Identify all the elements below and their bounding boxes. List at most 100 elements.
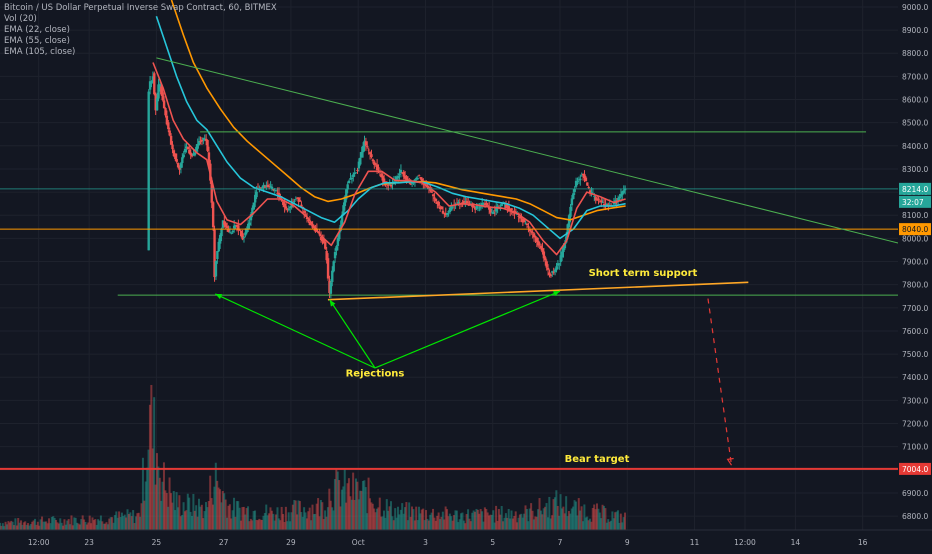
volume-bar — [354, 478, 357, 530]
volume-bar — [27, 523, 30, 530]
volume-bar — [611, 511, 614, 530]
volume-bar — [46, 523, 49, 530]
volume-bar — [409, 516, 412, 530]
short-term-support-line[interactable] — [327, 281, 749, 301]
volume-bar — [581, 521, 584, 530]
volume-bar — [189, 511, 192, 530]
candle-body — [303, 211, 306, 213]
candle-body — [352, 174, 355, 178]
candle-body — [165, 115, 169, 125]
candle-body — [223, 221, 226, 225]
candle-body — [245, 229, 248, 233]
countdown-tag[interactable]: 32:07 — [902, 198, 924, 207]
volume-bar — [188, 497, 191, 530]
candle-body — [331, 270, 334, 282]
volume-bar — [262, 515, 265, 530]
volume-bar — [359, 490, 362, 530]
volume-bar — [6, 524, 9, 530]
volume-bar — [50, 516, 53, 530]
candle-body — [307, 219, 310, 221]
volume-bar — [272, 513, 275, 530]
candle-body — [354, 172, 358, 174]
volume-bar — [4, 521, 7, 530]
candle-body — [263, 186, 267, 188]
candle-body — [364, 141, 368, 146]
volume-bar — [560, 508, 563, 530]
volume-bar — [185, 510, 188, 530]
volume-bar — [378, 497, 381, 530]
candle-body — [287, 208, 291, 210]
volume-bar — [228, 504, 231, 530]
volume-bar — [472, 510, 475, 530]
candle-body — [228, 231, 232, 233]
rejection-pointer-line[interactable] — [214, 293, 376, 369]
volume-bar — [8, 522, 11, 530]
candle-body — [269, 185, 272, 187]
volume-bar — [336, 471, 339, 530]
candle-body — [479, 206, 483, 208]
volume-bar — [132, 510, 135, 530]
volume-bar — [576, 515, 579, 530]
volume-bar — [28, 525, 31, 530]
volume-bar — [392, 520, 395, 530]
volume-bar — [95, 524, 98, 530]
volume-bar — [448, 513, 451, 530]
volume-bar — [567, 511, 570, 530]
volume-bar — [162, 462, 165, 530]
volume-bar — [447, 516, 450, 530]
candle-body — [164, 108, 167, 116]
descending-trendline[interactable] — [156, 57, 899, 244]
last-price-tag[interactable]: 8214.0 — [902, 185, 928, 194]
volume-bar — [440, 516, 443, 530]
level-8040-tag[interactable]: 8040.0 — [902, 225, 928, 234]
volume-bar — [233, 497, 236, 530]
legend-ema-55[interactable]: EMA (55, close) — [4, 36, 70, 46]
candle-body — [566, 224, 569, 237]
legend-symbol[interactable]: Bitcoin / US Dollar Perpetual Inverse Sw… — [4, 3, 277, 13]
rejection-pointer-line[interactable] — [329, 299, 376, 369]
candle-body — [221, 220, 225, 228]
volume-bar — [556, 505, 559, 530]
volume-bar — [499, 514, 502, 530]
time-axis-tick-label: 3 — [423, 538, 428, 547]
candle-body — [154, 94, 157, 111]
bear-target-label[interactable]: Bear target — [565, 454, 630, 465]
bear-target-arrow[interactable] — [707, 298, 733, 466]
ema-22-line[interactable] — [152, 62, 626, 256]
candle-body — [368, 152, 372, 155]
short-term-support-label[interactable]: Short term support — [589, 268, 698, 279]
legend-volume[interactable]: Vol (20) — [4, 14, 37, 24]
volume-bar — [394, 508, 397, 530]
legend-ema-22[interactable]: EMA (22, close) — [4, 25, 70, 35]
time-axis-tick-label: Oct — [352, 538, 365, 547]
volume-bar — [366, 513, 369, 530]
volume-bar — [465, 514, 468, 530]
volume-bar — [157, 466, 160, 530]
volume-bar — [234, 516, 237, 530]
volume-bar — [212, 504, 215, 530]
volume-bar — [252, 511, 255, 530]
volume-bar — [598, 512, 601, 530]
candle-body — [333, 252, 337, 259]
candle-body — [294, 199, 298, 201]
ema-55-line[interactable] — [155, 15, 626, 240]
bear-target-tag[interactable]: 7004.0 — [902, 465, 928, 474]
candle-body — [297, 197, 300, 202]
rejections-label[interactable]: Rejections — [346, 369, 405, 380]
candle-body — [584, 177, 588, 182]
candle-body — [518, 216, 522, 219]
volume-bar — [193, 510, 196, 530]
candle-body — [451, 206, 454, 208]
legend-ema-105[interactable]: EMA (105, close) — [4, 47, 76, 57]
volume-bar — [458, 519, 461, 530]
volume-bar — [147, 449, 150, 530]
candle-body — [412, 182, 415, 184]
volume-bar — [255, 519, 258, 530]
volume-bar — [265, 504, 268, 530]
candle-body — [328, 281, 331, 293]
candle-body — [530, 231, 533, 233]
candle-body — [560, 251, 564, 258]
volume-bar — [153, 397, 156, 530]
rejection-pointer-line[interactable] — [374, 290, 561, 369]
